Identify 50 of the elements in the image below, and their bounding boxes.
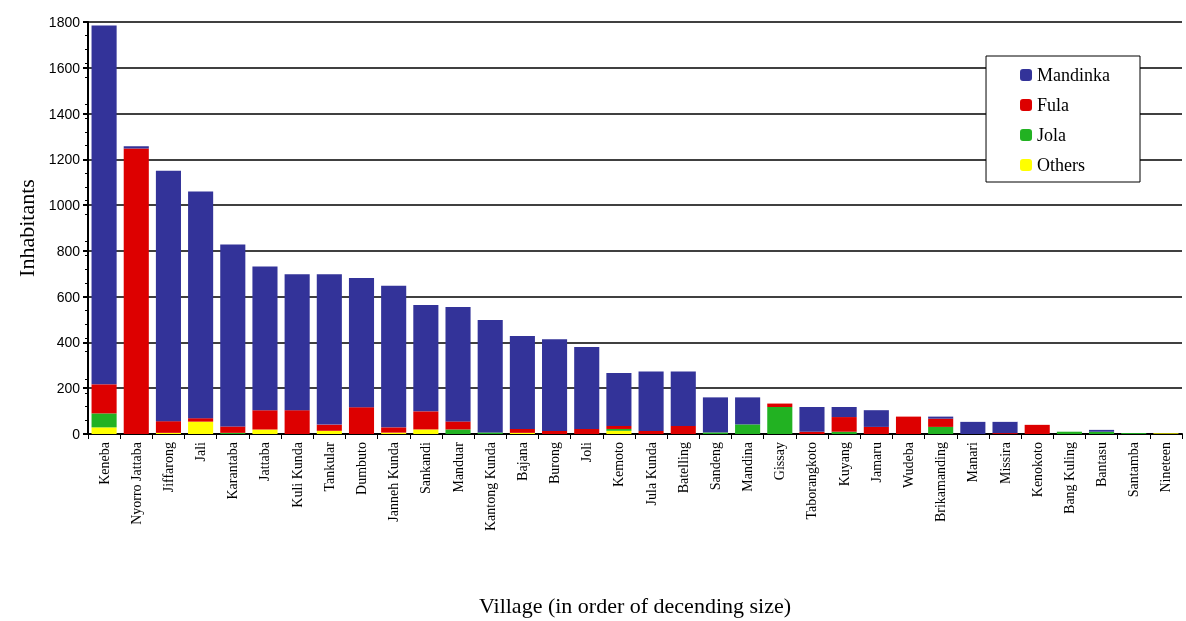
x-tick-label: Missira xyxy=(997,441,1013,484)
x-tick-label: Joli xyxy=(579,441,595,463)
x-tick-label: Taborangkoto xyxy=(804,442,820,520)
x-axis-title: Village (in order of decending size) xyxy=(478,592,792,618)
x-tick-label: Brikamanding xyxy=(933,442,949,523)
y-tick-label: 1000 xyxy=(48,197,81,214)
legend-label: Jola xyxy=(1037,125,1067,145)
y-axis-title: Inhabitants xyxy=(14,179,40,277)
x-tick-label: Batelling xyxy=(675,442,691,494)
x-tick-label: Manari xyxy=(965,441,981,483)
x-tick-label: Bajana xyxy=(514,441,530,481)
x-tick-label: Burong xyxy=(547,442,563,484)
y-tick-label: 400 xyxy=(56,334,81,351)
x-tick-label: Jali xyxy=(193,441,209,462)
y-tick-label: 0 xyxy=(72,426,81,442)
x-tick-label: Jula Kunda xyxy=(643,441,659,506)
x-tick-label: Nyorro Jattaba xyxy=(128,441,144,525)
x-tick-label: Karantaba xyxy=(225,441,241,500)
y-tick-label: 800 xyxy=(56,242,81,259)
x-tick-label: Sankandi xyxy=(418,441,434,495)
x-tick-label: Tankular xyxy=(321,441,337,492)
x-tick-label: Gissay xyxy=(772,442,788,481)
x-tick-label: Kantong Kunda xyxy=(482,441,498,532)
y-tick-label: 1400 xyxy=(48,105,81,122)
y-tick-label: 200 xyxy=(56,380,81,397)
x-tick-label: Janneh Kunda xyxy=(386,441,402,522)
y-tick-label: 600 xyxy=(56,288,81,305)
x-tick-label: Jamaru xyxy=(868,442,884,483)
x-tick-label: Nineteen xyxy=(1158,442,1174,493)
x-tick-label: Sandeng xyxy=(707,442,723,491)
legend-label: Others xyxy=(1037,155,1086,175)
x-tick-label: Dumbuto xyxy=(354,442,369,495)
x-tick-label: Bang Kuling xyxy=(1061,442,1077,514)
x-tick-label: Kemoto xyxy=(611,442,627,488)
x-tick-label: Keneba xyxy=(96,441,112,485)
x-tick-label: Kuli Kunda xyxy=(289,441,305,508)
legend-label: Fula xyxy=(1037,95,1070,115)
x-tick-label: Kenokoto xyxy=(1029,442,1045,498)
x-tick-label: Santamba xyxy=(1126,441,1142,498)
y-tick-label: 1800 xyxy=(48,14,81,30)
x-tick-label: Wudeba xyxy=(901,441,916,489)
y-tick-label: 1200 xyxy=(48,151,81,168)
y-tick-label: 1600 xyxy=(48,59,81,76)
x-tick-label: Bantasu xyxy=(1094,442,1110,488)
x-tick-label: Mandina xyxy=(740,441,756,492)
x-tick-label: Kuyang xyxy=(836,442,852,487)
x-tick-label: Jattaba xyxy=(257,441,273,481)
legend-label: Mandinka xyxy=(1037,65,1111,85)
x-tick-label: Manduar xyxy=(450,441,466,493)
x-tick-label: Jiffarong xyxy=(160,442,176,493)
